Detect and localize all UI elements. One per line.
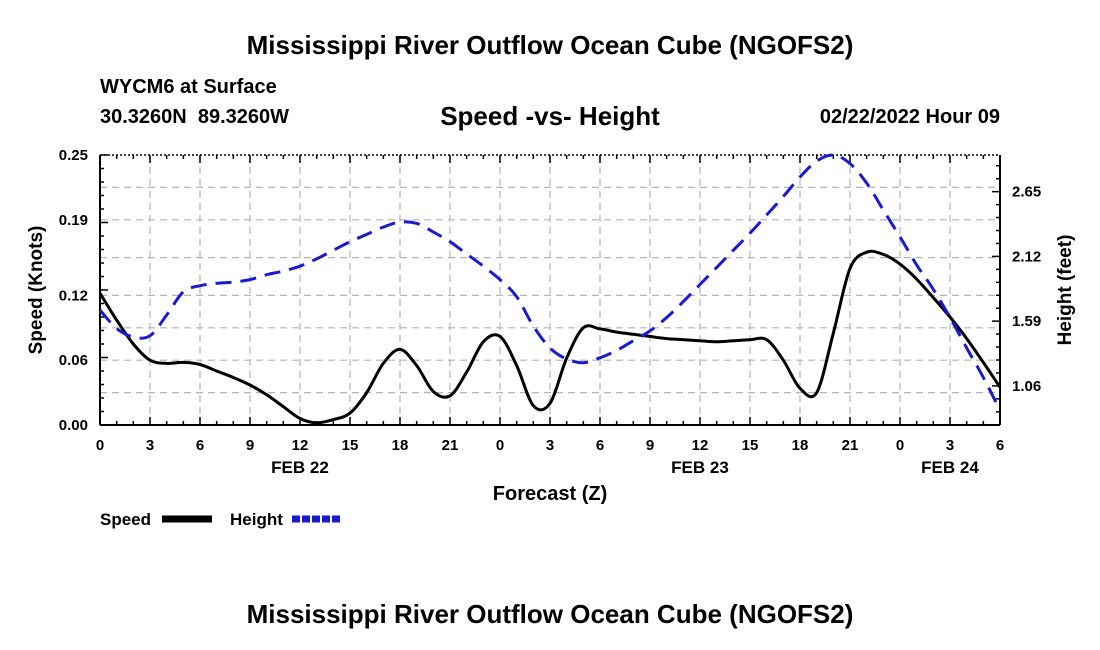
x-tick-label: 3 bbox=[546, 437, 554, 454]
y2-tick-label: 1.06 bbox=[1012, 378, 1041, 395]
date-label: FEB 22 bbox=[271, 458, 329, 477]
x-tick-label: 21 bbox=[842, 437, 859, 454]
footer-title: Mississippi River Outflow Ocean Cube (NG… bbox=[246, 599, 854, 629]
y-tick-label: 0.06 bbox=[59, 352, 88, 369]
y2-tick-label: 2.65 bbox=[1012, 184, 1041, 201]
y2-tick-label: 1.59 bbox=[1012, 313, 1041, 330]
station-label: WYCM6 at Surface bbox=[100, 76, 277, 98]
x-axis-title: Forecast (Z) bbox=[493, 483, 607, 505]
date-label: FEB 24 bbox=[921, 458, 979, 477]
x-tick-label: 18 bbox=[792, 437, 809, 454]
axes bbox=[99, 154, 1001, 426]
station-coordinates: 30.3260N 89.3260W bbox=[100, 106, 289, 129]
x-tick-label: 0 bbox=[96, 437, 104, 454]
y-axis-title: Speed (Knots) bbox=[26, 226, 47, 355]
x-tick-label: 3 bbox=[946, 437, 954, 454]
x-tick-label: 12 bbox=[692, 437, 709, 454]
y-tick-label: 0.19 bbox=[59, 212, 88, 229]
x-tick-label: 15 bbox=[342, 437, 359, 454]
grid-lines bbox=[100, 155, 1000, 425]
series-line-height bbox=[98, 153, 1002, 411]
x-tick-label: 0 bbox=[896, 437, 904, 454]
y-tick-label: 0.00 bbox=[59, 417, 88, 434]
x-tick-label: 15 bbox=[742, 437, 759, 454]
x-tick-label: 3 bbox=[146, 437, 154, 454]
date-label: FEB 23 bbox=[671, 458, 729, 477]
x-tick-label: 9 bbox=[246, 437, 254, 454]
y-tick-label: 0.12 bbox=[59, 287, 88, 304]
series-lines bbox=[98, 153, 1002, 425]
x-tick-label: 18 bbox=[392, 437, 409, 454]
y2-tick-label: 2.12 bbox=[1012, 248, 1041, 265]
legend-label-height: Height bbox=[230, 510, 283, 529]
x-tick-label: 6 bbox=[196, 437, 204, 454]
y-tick-label: 0.25 bbox=[59, 147, 88, 164]
chart-subtitle: Speed -vs- Height bbox=[440, 101, 660, 131]
longitude-label: 89.3260W bbox=[197, 106, 290, 128]
legend: Speed Height bbox=[100, 510, 342, 529]
x-tick-label: 6 bbox=[596, 437, 604, 454]
latitude-label: 30.3260N bbox=[100, 106, 187, 128]
x-tick-label: 12 bbox=[292, 437, 309, 454]
x-tick-label: 21 bbox=[442, 437, 459, 454]
forecast-datetime: 02/22/2022 Hour 09 bbox=[819, 106, 1000, 128]
x-tick-label: 9 bbox=[646, 437, 654, 454]
chart-main-title: Mississippi River Outflow Ocean Cube (NG… bbox=[246, 30, 854, 60]
axis-labels: 0 3 6 9 12 15 18 21 0 3 6 9 12 15 18 21 0 3 6 FEB 22 FEB 23 F… bbox=[26, 147, 1076, 505]
series-line-speed bbox=[98, 249, 1002, 425]
x-tick-label: 6 bbox=[996, 437, 1004, 454]
y2-axis-title: Height (feet) bbox=[1055, 235, 1076, 346]
legend-label-speed: Speed bbox=[100, 510, 151, 529]
x-tick-label: 0 bbox=[496, 437, 504, 454]
